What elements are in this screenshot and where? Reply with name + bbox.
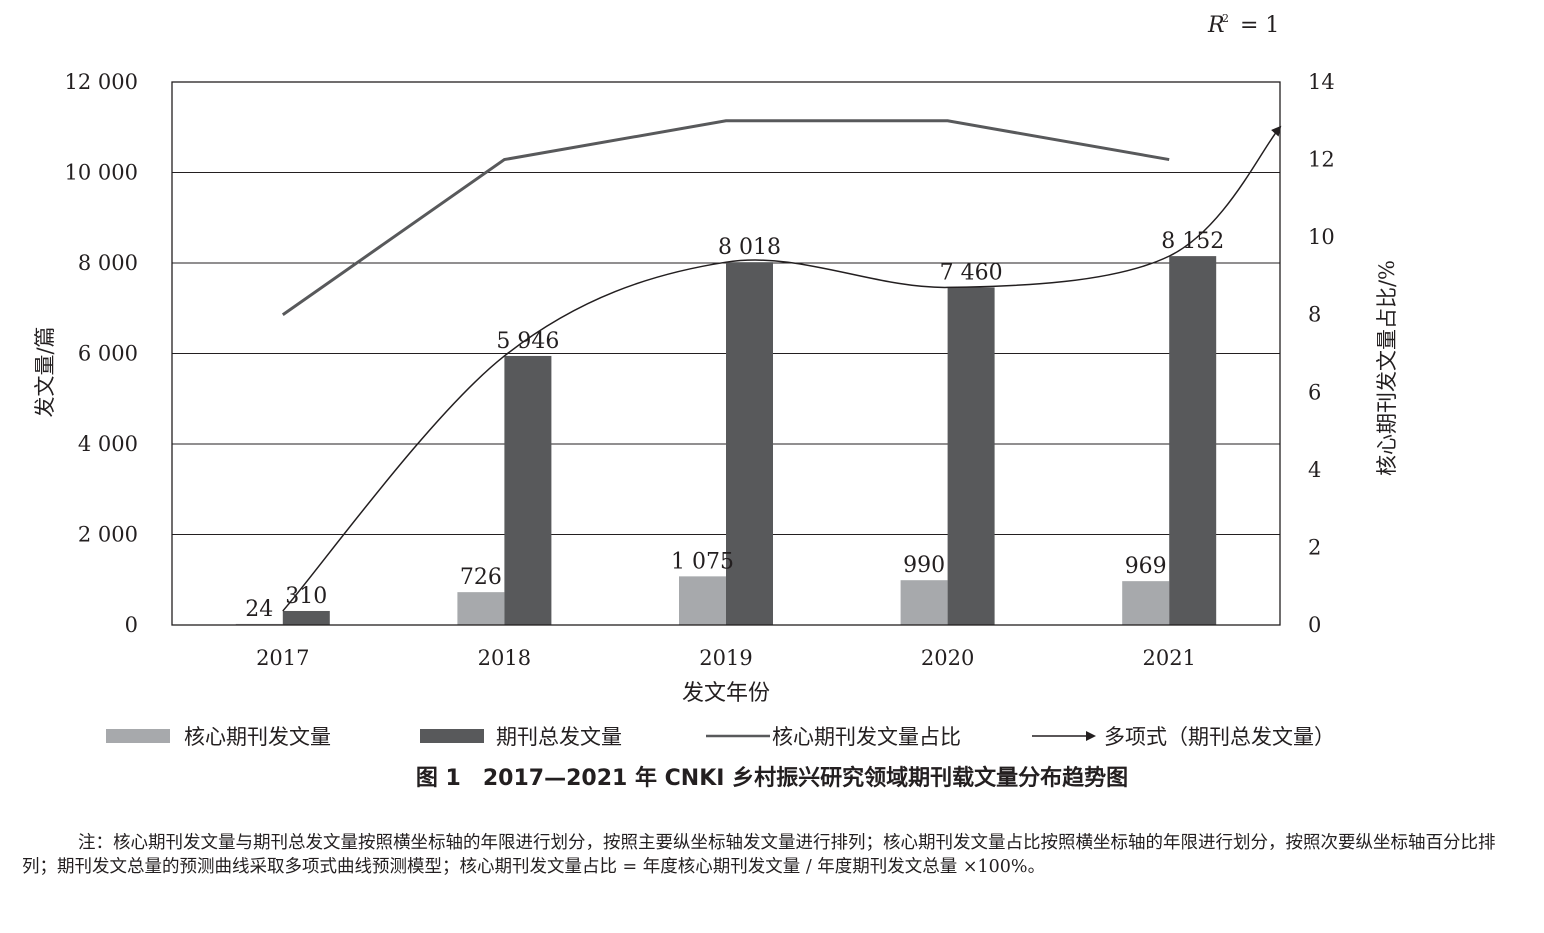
legend-label-total: 期刊总发文量: [496, 725, 622, 749]
data-label: 5 946: [496, 329, 559, 354]
svg-text:2: 2: [1222, 12, 1229, 25]
legend-label-trend: 多项式（期刊总发文量）: [1104, 725, 1335, 749]
figure-caption: 图 1 2017—2021 年 CNKI 乡村振兴研究领域期刊载文量分布趋势图: [415, 766, 1129, 791]
lines: [281, 119, 1282, 612]
r-squared-value: = 1: [1240, 13, 1279, 38]
data-label: 969: [1125, 554, 1167, 579]
y2-tick-label: 8: [1308, 303, 1321, 327]
x-axis-title: 发文年份: [682, 681, 770, 706]
x-tick-label: 2019: [699, 646, 752, 670]
bars: [235, 256, 1217, 625]
x-tick-label: 2018: [478, 646, 531, 670]
y2-tick-label: 4: [1308, 458, 1321, 482]
figure-note: 注：核心期刊发文量与期刊总发文量按照横坐标轴的年限进行划分，按照主要纵坐标轴发文…: [22, 833, 1496, 877]
y-tick-label: 2 000: [78, 523, 138, 547]
y2-tick-label: 10: [1308, 225, 1335, 249]
data-label: 24: [245, 597, 273, 622]
r-squared-label: R 2 = 1: [1207, 12, 1279, 38]
data-label: 7 460: [940, 260, 1003, 285]
y-tick-label: 0: [125, 613, 138, 637]
bar: [726, 262, 773, 625]
series-line: [281, 119, 1170, 316]
legend-item-trend: 多项式（期刊总发文量）: [1032, 725, 1335, 749]
legend-label-core: 核心期刊发文量: [184, 725, 331, 749]
bar: [900, 580, 948, 625]
bar: [947, 287, 995, 625]
y2-tick-label: 14: [1308, 70, 1335, 94]
data-label: 1 075: [671, 549, 734, 574]
bar: [679, 576, 726, 625]
data-label: 990: [903, 553, 945, 578]
legend-item-core: 核心期刊发文量: [106, 725, 331, 749]
legend-item-ratio: 核心期刊发文量占比: [706, 725, 961, 749]
bar: [504, 355, 552, 625]
data-label: 8 152: [1161, 229, 1224, 254]
y-tick-label: 8 000: [78, 251, 138, 275]
legend-label-ratio: 核心期刊发文量占比: [772, 725, 961, 749]
y2-tick-label: 0: [1308, 613, 1321, 637]
y-tick-label: 12 000: [65, 70, 138, 94]
legend-item-total: 期刊总发文量: [420, 725, 622, 749]
x-tick-label: 2017: [256, 646, 309, 670]
y-tick-label: 10 000: [65, 161, 138, 185]
y2-tick-label: 2: [1308, 535, 1321, 559]
data-label: 8 018: [718, 235, 781, 260]
y2-tick-label: 6: [1308, 380, 1321, 404]
y-tick-label: 6 000: [78, 342, 138, 366]
y-axis-title: 发文量/篇: [33, 326, 57, 417]
data-label: 310: [285, 584, 327, 609]
x-tick-label: 2021: [1142, 646, 1195, 670]
bar: [1122, 581, 1170, 625]
x-tick-label: 2020: [921, 646, 974, 670]
legend-swatch-total: [420, 729, 484, 743]
legend: 核心期刊发文量 期刊总发文量 核心期刊发文量占比 多项式（期刊总发文量）: [106, 725, 1335, 749]
legend-swatch-core: [106, 729, 170, 743]
y2-tick-label: 12: [1308, 148, 1335, 172]
plot-frame: [171, 81, 1281, 626]
y-tick-label: 4 000: [78, 432, 138, 456]
bar: [1169, 256, 1217, 625]
bar: [282, 610, 330, 625]
trendline: [282, 125, 1282, 612]
svg-text:R: R: [1207, 13, 1225, 38]
data-label: 726: [460, 565, 502, 590]
y2-axis-title: 核心期刊发文量占比/%: [1375, 260, 1399, 476]
bar: [457, 592, 505, 625]
